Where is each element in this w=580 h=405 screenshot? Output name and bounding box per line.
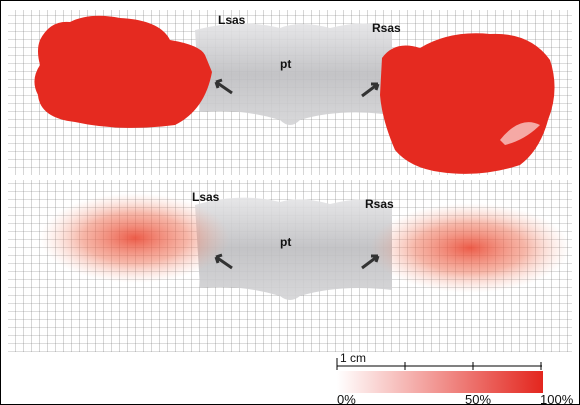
body-shape bbox=[195, 23, 392, 125]
heat-region bbox=[370, 203, 570, 293]
label: pt bbox=[280, 235, 291, 249]
scale-label: 1 cm bbox=[340, 351, 366, 365]
label: Rsas bbox=[372, 21, 401, 35]
colorbar-label: 100% bbox=[540, 392, 574, 405]
label: Lsas bbox=[192, 190, 220, 204]
red-region bbox=[380, 33, 555, 174]
label: Rsas bbox=[365, 197, 394, 211]
heat-region bbox=[40, 193, 230, 283]
colorbar-label: 0% bbox=[337, 392, 356, 405]
label: Lsas bbox=[218, 13, 246, 27]
colorbar-gradient bbox=[337, 371, 543, 393]
figure: Lsas Rsas pt Lsas Rsas pt 1 cm 0% 50% 10… bbox=[0, 0, 580, 405]
colorbar-label: 50% bbox=[465, 392, 491, 405]
label: pt bbox=[280, 57, 291, 71]
panel-bottom: Lsas Rsas pt bbox=[8, 180, 572, 352]
panel-top: Lsas Rsas pt bbox=[8, 10, 572, 175]
